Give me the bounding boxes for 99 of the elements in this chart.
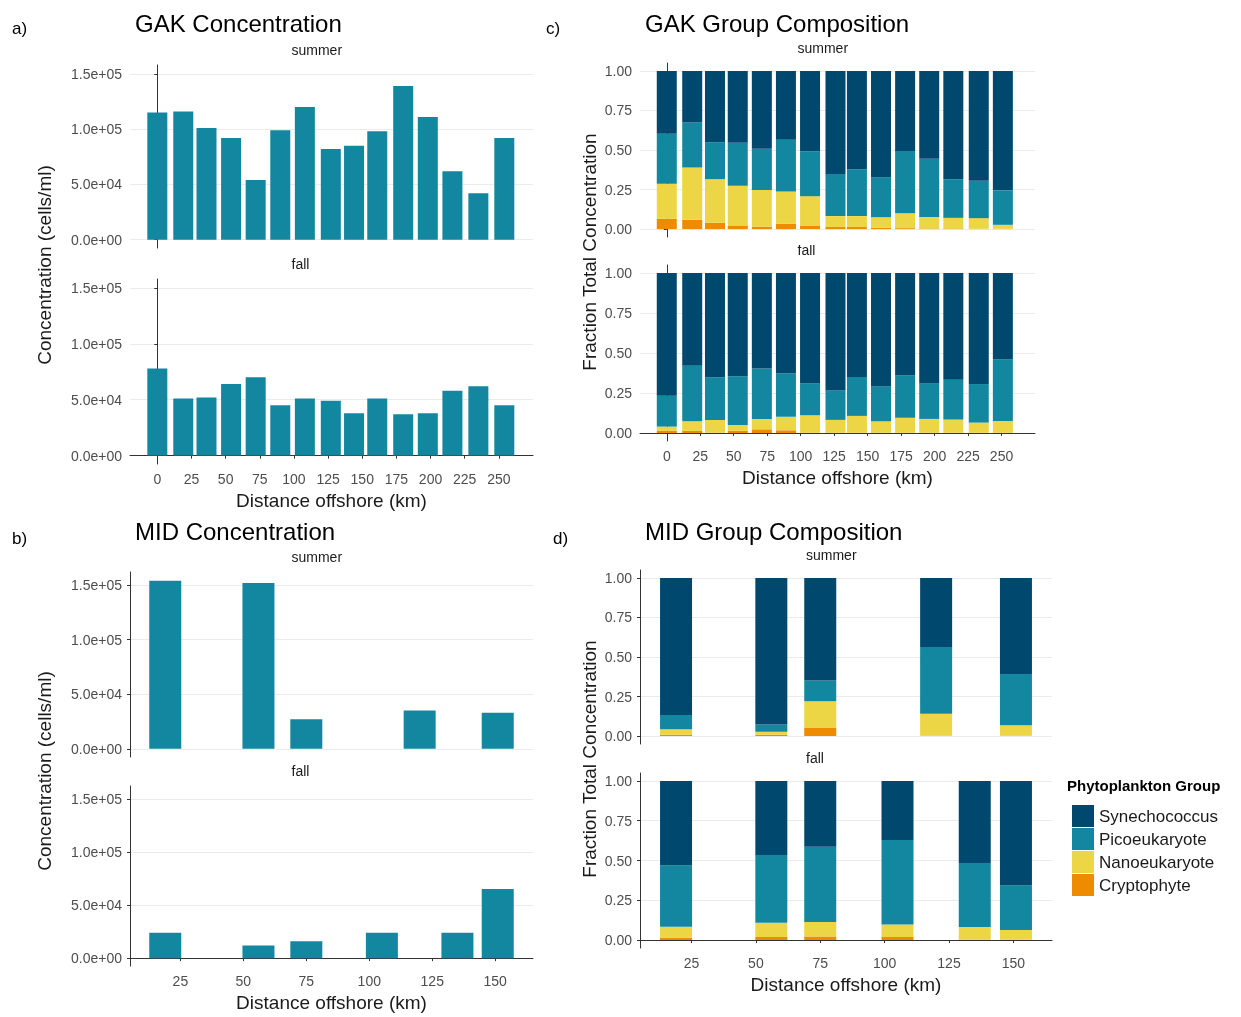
- chart-subtitle: summer: [806, 547, 857, 563]
- y-tick-label: 5.0e+04: [71, 897, 123, 913]
- y-tick-label: 0.75: [604, 812, 633, 829]
- text: b): [12, 529, 28, 548]
- chart-title: MID Concentration: [135, 517, 336, 545]
- y-tick-label: 0.0e+00: [71, 231, 123, 248]
- y-tick-label: 5.0e+04: [71, 391, 123, 408]
- x-tick-label: 50: [235, 973, 252, 990]
- text: a): [12, 19, 28, 38]
- y-tick-label: 0.75: [604, 305, 633, 321]
- y-tick-label: 0.25: [604, 181, 633, 198]
- x-tick-label: 175: [889, 448, 913, 464]
- x-tick-label: 100: [789, 448, 813, 464]
- text: d): [553, 529, 569, 548]
- x-tick-label: 75: [251, 471, 268, 487]
- x-tick-label: 75: [812, 955, 829, 971]
- x-tick-label: 50: [217, 471, 234, 487]
- x-axis-title: Distance offshore (km): [236, 992, 427, 1013]
- x-axis-title: Distance offshore (km): [742, 466, 933, 488]
- x-tick-label: 150: [855, 448, 880, 464]
- y-tick-label: 0.50: [604, 649, 633, 665]
- legend-title: Phytoplankton Group: [1067, 777, 1221, 794]
- chart-title: GAK Group Composition: [645, 9, 910, 37]
- y-tick-label: 0.25: [604, 385, 633, 401]
- x-tick-label: 225: [956, 448, 980, 464]
- x-tick-label: 250: [487, 471, 511, 487]
- y-tick-label: 1.00: [604, 772, 633, 789]
- y-tick-label: 0.75: [604, 609, 633, 626]
- x-tick-label: 150: [1001, 955, 1026, 971]
- y-tick-label: 1.00: [604, 265, 633, 281]
- legend-label: Picoeukaryote: [1099, 829, 1207, 849]
- legend-label: Synechococcus: [1099, 806, 1219, 826]
- x-tick-label: 25: [172, 973, 189, 990]
- y-tick-label: 0.00: [604, 221, 633, 238]
- y-tick-label: 0.0e+00: [71, 447, 123, 464]
- y-tick-label: 0.50: [604, 142, 633, 158]
- x-tick-label: 100: [282, 471, 306, 487]
- y-tick-label: 1.00: [604, 62, 633, 79]
- chart-subtitle: fall: [291, 763, 310, 779]
- y-tick-label: 1.5e+05: [71, 577, 123, 594]
- x-tick-label: 200: [922, 448, 947, 464]
- chart-subtitle: fall: [806, 750, 824, 766]
- x-tick-label: 100: [357, 973, 382, 990]
- chart-subtitle: fall: [291, 256, 310, 272]
- legend-label: Nanoeukaryote: [1099, 852, 1215, 872]
- x-tick-label: 50: [748, 955, 764, 971]
- x-tick-label: 50: [725, 448, 742, 464]
- y-axis-title: Concentration (cells/ml): [34, 165, 56, 365]
- y-tick-label: 0.75: [604, 102, 633, 119]
- y-tick-label: 0.50: [604, 852, 633, 869]
- y-tick-label: 1.0e+05: [71, 121, 123, 138]
- y-tick-label: 1.0e+05: [71, 843, 123, 860]
- x-tick-label: 0: [662, 448, 671, 464]
- y-axis-title: Fraction Total Concentration: [579, 133, 601, 371]
- chart-title: GAK Concentration: [135, 9, 342, 37]
- y-axis-title: Fraction Total Concentration: [579, 640, 601, 878]
- y-axis-title: Concentration (cells/ml): [34, 671, 56, 871]
- y-tick-label: 0.50: [604, 345, 633, 361]
- y-tick-label: 1.0e+05: [71, 335, 123, 352]
- x-tick-label: 150: [350, 471, 375, 487]
- x-tick-label: 125: [822, 448, 847, 464]
- x-tick-label: 250: [989, 448, 1014, 464]
- y-tick-label: 0.0e+00: [71, 950, 123, 967]
- y-tick-label: 1.5e+05: [71, 790, 123, 807]
- y-tick-label: 0.0e+00: [71, 740, 123, 757]
- x-tick-label: 125: [937, 955, 961, 971]
- x-tick-label: 100: [872, 955, 897, 971]
- y-tick-label: 1.5e+05: [71, 65, 123, 82]
- chart-subtitle: fall: [797, 242, 816, 258]
- y-tick-label: 0.00: [604, 425, 633, 441]
- x-tick-label: 25: [183, 471, 200, 487]
- y-tick-label: 0.25: [604, 892, 633, 909]
- chart-subtitle: summer: [291, 549, 343, 565]
- x-tick-label: 225: [453, 471, 477, 487]
- y-tick-label: 0.00: [604, 728, 633, 745]
- chart-title: MID Group Composition: [645, 517, 903, 545]
- x-tick-label: 175: [384, 471, 409, 487]
- x-tick-label: 0: [153, 471, 162, 487]
- x-tick-label: 200: [418, 471, 443, 487]
- y-tick-label: 0.00: [604, 932, 633, 949]
- y-tick-label: 5.0e+04: [71, 176, 123, 193]
- x-tick-label: 125: [420, 973, 445, 990]
- x-tick-label: 25: [683, 955, 700, 971]
- x-tick-label: 25: [692, 448, 709, 464]
- legend-label: Cryptophyte: [1099, 875, 1191, 895]
- x-tick-label: 75: [298, 973, 315, 990]
- y-tick-label: 5.0e+04: [71, 686, 123, 703]
- x-tick-label: 125: [316, 471, 340, 487]
- y-tick-label: 1.00: [604, 569, 633, 586]
- x-tick-label: 75: [759, 448, 776, 464]
- chart-subtitle: summer: [797, 40, 849, 56]
- x-axis-title: Distance offshore (km): [236, 489, 427, 511]
- y-tick-label: 1.0e+05: [71, 631, 123, 648]
- y-tick-label: 0.25: [604, 688, 633, 705]
- text: c): [546, 19, 561, 38]
- x-axis-title: Distance offshore (km): [750, 973, 942, 995]
- chart-subtitle: summer: [291, 42, 343, 58]
- x-tick-label: 150: [483, 973, 508, 990]
- y-tick-label: 1.5e+05: [71, 279, 123, 296]
